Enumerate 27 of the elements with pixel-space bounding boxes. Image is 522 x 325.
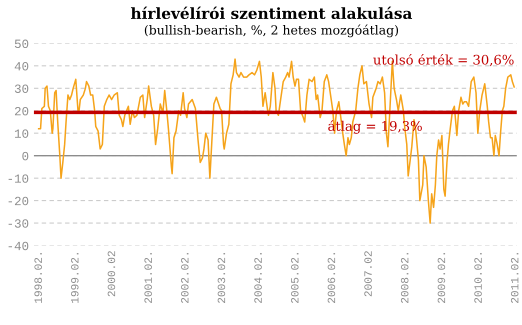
y-tick-label: 10: [14, 129, 28, 138]
y-tick-label: -30: [8, 219, 28, 228]
x-tick-label: 2008.02.: [400, 253, 408, 303]
x-tick-label: 2005.02.: [291, 253, 299, 303]
x-tick-label: 2003.02.: [218, 253, 226, 303]
x-tick-label: 1999.02.: [71, 253, 79, 303]
chart-title: hírlevélírói szentiment alakulása: [130, 6, 412, 20]
annotation: utolsó érték = 30,6%: [373, 54, 514, 66]
x-tick-label: 1998.02.: [34, 253, 42, 303]
y-tick-label: 50: [14, 40, 28, 48]
x-tick-label: 2010.02.: [474, 253, 482, 303]
y-tick-label: 40: [14, 62, 28, 70]
y-tick-label: 0: [22, 152, 28, 160]
y-tick-label: 20: [14, 106, 28, 116]
x-tick-label: 2011.02.: [510, 253, 518, 303]
x-tick-label: 2007.02: [364, 251, 372, 296]
x-tick-label: 2004.02.: [254, 253, 262, 303]
y-tick-label: -20: [8, 196, 28, 206]
x-tick-label: 2001.02.: [144, 253, 152, 303]
x-tick-label: 2002.02.: [181, 253, 189, 303]
y-tick-label: -40: [8, 242, 28, 250]
chart-subtitle: (bullish-bearish, %, 2 hetes mozgóátlag): [144, 24, 398, 38]
x-tick-label: 2006.02.: [328, 253, 336, 303]
y-tick-label: -10: [8, 174, 28, 183]
x-tick-label: 2000.02: [108, 251, 116, 296]
y-tick-label: 30: [14, 84, 28, 93]
x-tick-label: 2009.02.: [438, 253, 446, 303]
